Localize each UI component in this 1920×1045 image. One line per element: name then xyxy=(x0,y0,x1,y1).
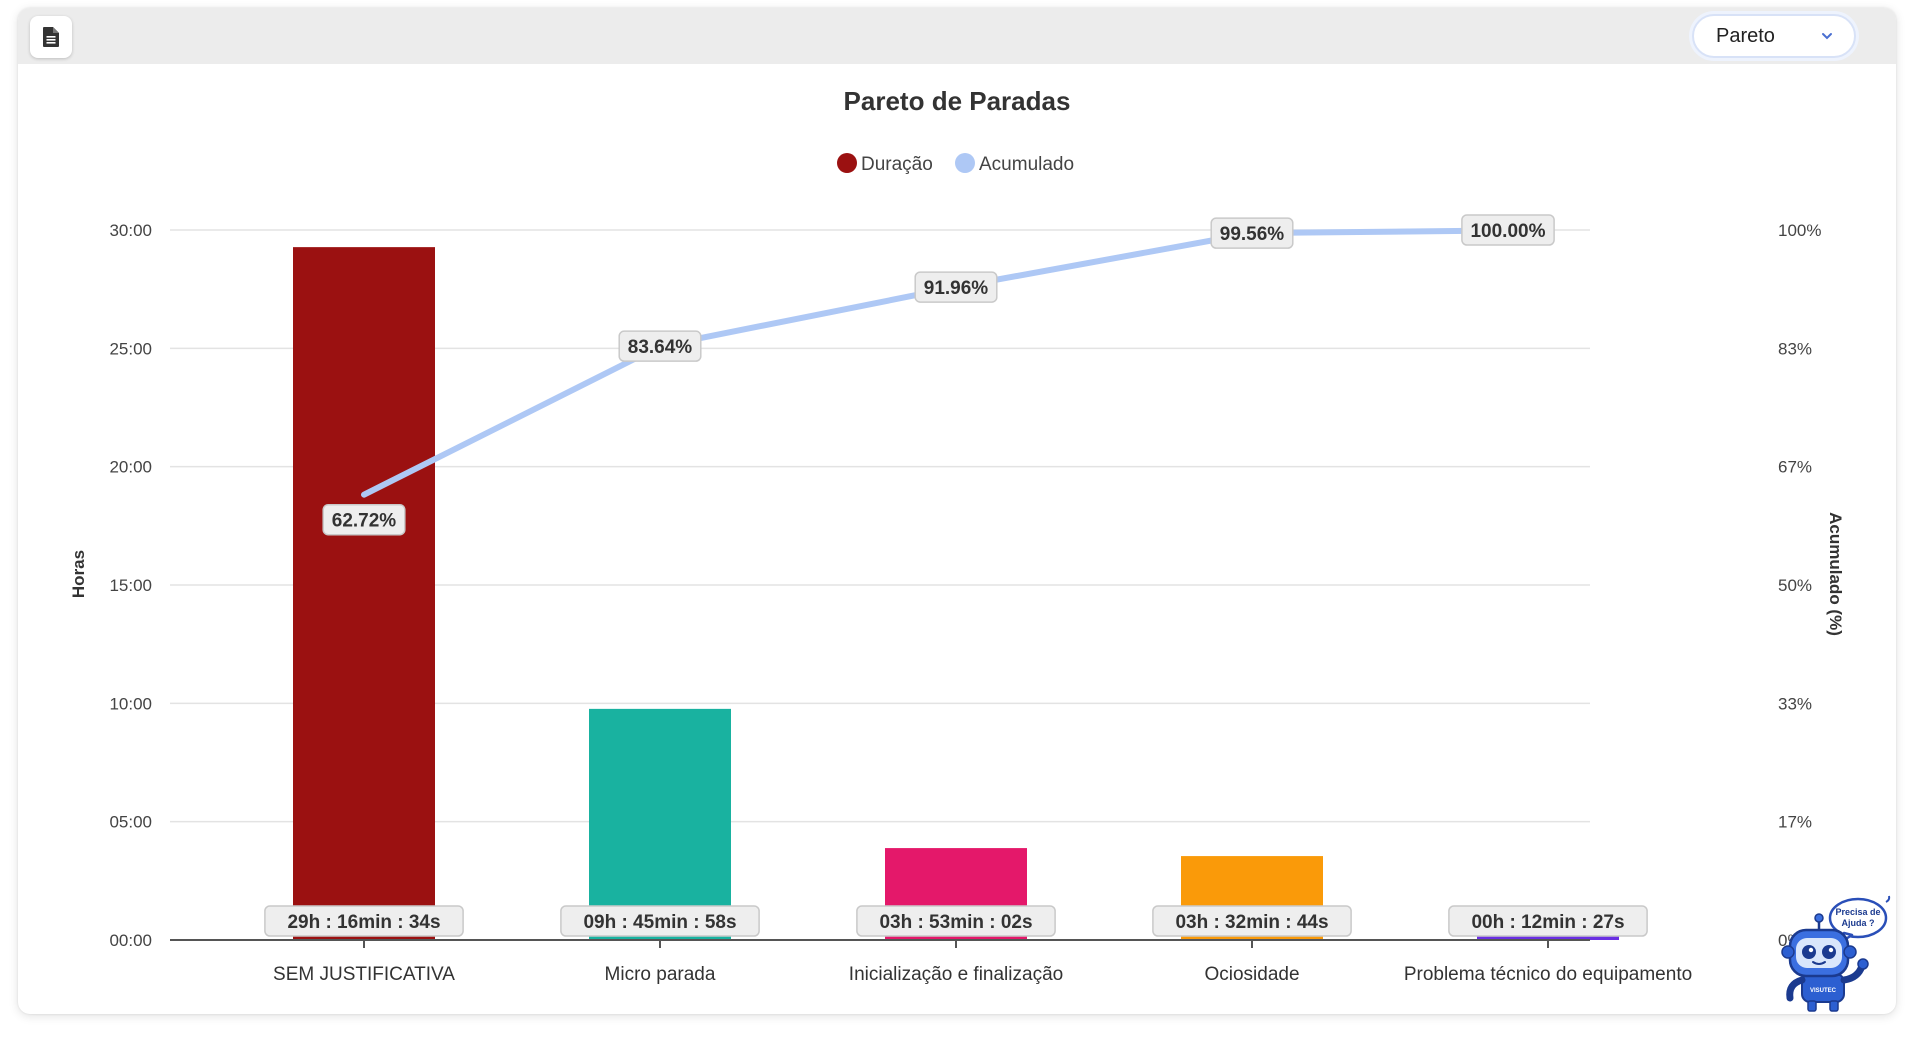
bar-value-label-box xyxy=(560,905,760,937)
cumulative-value-label-box xyxy=(322,503,406,536)
y2-tick-label: 33% xyxy=(1778,694,1812,713)
legend-marker-acumulado xyxy=(955,153,975,173)
x-tick-label: Ociosidade xyxy=(1204,964,1299,985)
chart-type-value: Pareto xyxy=(1716,24,1775,47)
y-tick-label: 30:00 xyxy=(109,221,152,240)
export-document-button[interactable] xyxy=(30,16,72,58)
bar-0[interactable] xyxy=(293,247,435,941)
chart-legend: Duração Acumulado xyxy=(837,153,1074,175)
cumulative-value-label-text: 83.64% xyxy=(628,337,693,358)
cumulative-value-label-text: 100.00% xyxy=(1470,221,1545,242)
cumulative-value-label-text: 91.96% xyxy=(924,278,989,299)
y-tick-label: 10:00 xyxy=(109,694,152,713)
y2-tick-label: 83% xyxy=(1778,339,1812,358)
cumulative-data-labels: 62.72% 83.64% 91.96% 99.56% 100.00% xyxy=(322,214,1555,536)
bar-value-label: 29h : 16min : 34s xyxy=(264,905,464,937)
legend-item-acumulado[interactable]: Acumulado xyxy=(955,153,1074,175)
legend-item-duracao[interactable]: Duração xyxy=(837,153,933,175)
x-tick-label: Micro parada xyxy=(605,964,716,985)
pareto-chart: Pareto de Paradas Duração Acumulado Hora… xyxy=(69,86,1845,985)
cumulative-value-label-text: 62.72% xyxy=(332,511,397,532)
cumulative-value-label: 83.64% xyxy=(618,330,702,362)
bar-value-label: 03h : 53min : 02s xyxy=(856,905,1056,937)
chart-title: Pareto de Paradas xyxy=(844,86,1071,116)
bar-1[interactable] xyxy=(589,708,731,940)
x-tick-label: Problema técnico do equipamento xyxy=(1404,964,1692,985)
robot-mascot-icon xyxy=(1781,895,1891,1012)
y2-axis-title: Acumulado (%) xyxy=(1826,512,1845,636)
bar-value-label-box xyxy=(856,905,1056,937)
cumulative-value-label-box xyxy=(914,271,998,303)
bar-data-labels: 29h : 16min : 34s 09h : 45min : 58s 03h : … xyxy=(264,905,1648,937)
cumulative-value-label-box xyxy=(1461,214,1555,246)
y-axis-title: Horas xyxy=(69,550,88,598)
legend-label-duracao: Duração xyxy=(861,154,933,175)
y-axis-ticks: 00:00 05:00 10:00 15:00 20:00 25:00 30:00 xyxy=(109,221,152,950)
cumulative-value-label-box xyxy=(618,330,702,362)
bar-value-label-box xyxy=(264,905,464,937)
bar-value-label-text: 03h : 32min : 44s xyxy=(1175,912,1328,933)
bar-value-label-box xyxy=(1152,905,1352,937)
bar-value-label: 09h : 45min : 58s xyxy=(560,905,760,937)
bar-value-label-text: 09h : 45min : 58s xyxy=(583,912,736,933)
x-tick-label: SEM JUSTIFICATIVA xyxy=(273,964,455,985)
help-bubble-line2: Ajuda ? xyxy=(1842,918,1875,928)
y-tick-label: 00:00 xyxy=(109,931,152,950)
chart-type-select[interactable]: Pareto xyxy=(1692,14,1856,58)
pareto-card: Pareto Pareto de Paradas Duração Acumula… xyxy=(18,8,1896,1014)
cumulative-value-label: 99.56% xyxy=(1210,217,1294,249)
y-tick-label: 05:00 xyxy=(109,813,152,832)
bar-value-label: 00h : 12min : 27s xyxy=(1448,905,1648,937)
help-robot-mascot[interactable]: Precisa de Ajuda ? VISUTEC xyxy=(1758,888,1892,1014)
cumulative-series xyxy=(361,227,1551,498)
y-tick-label: 20:00 xyxy=(109,458,152,477)
y-tick-label: 15:00 xyxy=(109,576,152,595)
bar-4[interactable] xyxy=(1477,935,1619,940)
legend-label-acumulado: Acumulado xyxy=(979,154,1074,175)
y2-tick-label: 100% xyxy=(1778,221,1821,240)
chart-toolbar: Pareto xyxy=(18,8,1896,64)
bar-value-label-text: 29h : 16min : 34s xyxy=(287,912,440,933)
bar-series xyxy=(293,247,1619,941)
y2-axis-ticks: 0%17%33%50%67%83%100% xyxy=(1778,221,1821,950)
y-tick-label: 25:00 xyxy=(109,339,152,358)
help-mascot-logo: VISUTEC xyxy=(1810,988,1837,994)
cumulative-line[interactable] xyxy=(361,227,1551,498)
bar-value-label-box xyxy=(1448,905,1648,937)
cumulative-value-label-text: 99.56% xyxy=(1220,224,1285,245)
document-icon xyxy=(43,27,59,47)
y2-tick-label: 50% xyxy=(1778,576,1812,595)
help-bubble-line1: Precisa de xyxy=(1835,907,1880,917)
cumulative-value-label: 62.72% xyxy=(322,503,406,536)
x-axis: SEM JUSTIFICATIVA Micro parada Inicializaç… xyxy=(170,939,1692,985)
chevron-down-icon xyxy=(1822,33,1832,40)
y2-tick-label: 67% xyxy=(1778,458,1812,477)
cumulative-value-label: 100.00% xyxy=(1461,214,1555,246)
x-tick-label: Inicialização e finalização xyxy=(849,964,1063,985)
legend-marker-duracao xyxy=(837,153,857,173)
bar-value-label: 03h : 32min : 44s xyxy=(1152,905,1352,937)
cumulative-value-label-box xyxy=(1210,217,1294,249)
bar-value-label-text: 00h : 12min : 27s xyxy=(1471,912,1624,933)
cumulative-value-label: 91.96% xyxy=(914,271,998,303)
bar-value-label-text: 03h : 53min : 02s xyxy=(879,912,1032,933)
y2-tick-label: 17% xyxy=(1778,813,1812,832)
